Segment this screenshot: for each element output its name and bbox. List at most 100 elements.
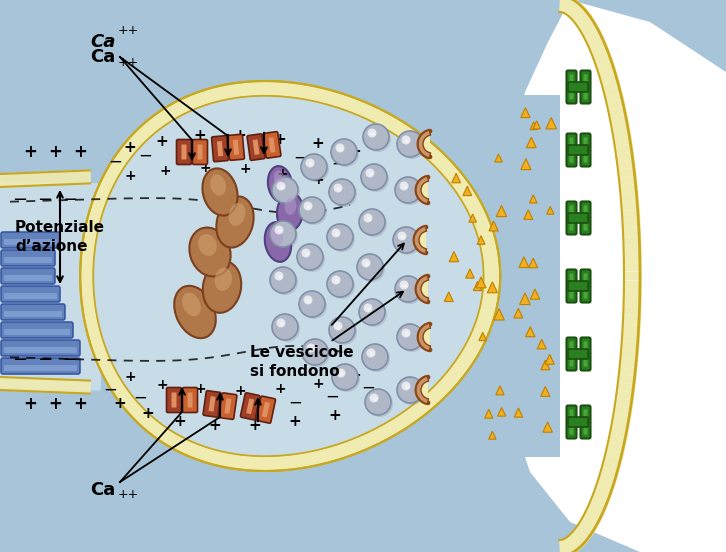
Circle shape: [329, 273, 355, 299]
Text: −: −: [288, 394, 302, 412]
Text: +: +: [248, 418, 261, 433]
Text: +: +: [276, 167, 287, 181]
Polygon shape: [526, 327, 535, 337]
Polygon shape: [479, 332, 486, 341]
Circle shape: [365, 389, 391, 415]
Circle shape: [367, 391, 393, 417]
FancyBboxPatch shape: [569, 137, 574, 162]
FancyBboxPatch shape: [584, 342, 587, 367]
Polygon shape: [541, 386, 550, 396]
Circle shape: [332, 364, 358, 390]
Circle shape: [333, 183, 343, 193]
Circle shape: [274, 226, 283, 235]
Circle shape: [306, 158, 314, 167]
Polygon shape: [616, 390, 635, 401]
Text: +: +: [194, 382, 205, 396]
Circle shape: [367, 348, 375, 358]
Text: +: +: [329, 408, 341, 423]
Polygon shape: [576, 15, 594, 29]
Circle shape: [277, 182, 285, 190]
Circle shape: [333, 141, 359, 167]
Polygon shape: [497, 205, 507, 216]
Polygon shape: [569, 533, 584, 549]
Circle shape: [359, 256, 385, 282]
Circle shape: [397, 278, 423, 304]
Polygon shape: [560, 0, 568, 13]
Polygon shape: [485, 410, 493, 418]
Circle shape: [401, 381, 410, 390]
FancyBboxPatch shape: [1, 250, 55, 266]
FancyBboxPatch shape: [208, 396, 216, 412]
Text: +: +: [199, 161, 211, 175]
Circle shape: [327, 271, 353, 297]
Polygon shape: [571, 6, 587, 21]
Text: +: +: [142, 406, 155, 422]
Text: −: −: [361, 379, 375, 397]
Polygon shape: [545, 354, 555, 364]
FancyBboxPatch shape: [203, 391, 221, 417]
Text: +: +: [174, 415, 187, 429]
Polygon shape: [574, 527, 592, 540]
Circle shape: [371, 132, 375, 136]
Polygon shape: [596, 61, 615, 72]
Circle shape: [335, 232, 339, 236]
Ellipse shape: [277, 193, 303, 231]
Text: −: −: [168, 395, 182, 413]
Text: +: +: [234, 384, 246, 398]
Polygon shape: [529, 258, 538, 268]
Polygon shape: [533, 121, 540, 129]
FancyBboxPatch shape: [4, 311, 62, 317]
Polygon shape: [621, 201, 640, 211]
Polygon shape: [609, 428, 629, 439]
Circle shape: [278, 229, 282, 233]
Text: +: +: [194, 129, 206, 144]
Text: −: −: [325, 388, 339, 406]
Polygon shape: [623, 236, 642, 246]
Circle shape: [399, 326, 425, 352]
Polygon shape: [587, 35, 605, 47]
Text: −: −: [175, 143, 189, 161]
Circle shape: [361, 164, 387, 190]
Circle shape: [399, 182, 409, 190]
Polygon shape: [605, 449, 624, 460]
Circle shape: [270, 267, 296, 293]
Wedge shape: [416, 176, 428, 204]
Text: +: +: [156, 378, 168, 392]
Polygon shape: [469, 214, 476, 222]
Text: +: +: [73, 395, 87, 413]
Polygon shape: [566, 536, 579, 552]
Circle shape: [401, 328, 410, 337]
FancyBboxPatch shape: [176, 140, 192, 164]
Polygon shape: [560, 539, 568, 552]
Polygon shape: [590, 496, 609, 507]
Polygon shape: [587, 505, 605, 517]
Text: −: −: [62, 191, 78, 209]
Polygon shape: [417, 276, 428, 302]
FancyBboxPatch shape: [197, 145, 203, 160]
FancyBboxPatch shape: [1, 340, 80, 356]
Circle shape: [357, 254, 383, 280]
Circle shape: [367, 217, 371, 221]
Circle shape: [397, 131, 423, 157]
Text: −: −: [38, 351, 52, 369]
Polygon shape: [489, 221, 498, 231]
Polygon shape: [621, 332, 640, 342]
Polygon shape: [609, 113, 629, 124]
Text: +: +: [159, 164, 171, 178]
Polygon shape: [618, 374, 637, 384]
Circle shape: [272, 223, 298, 249]
FancyBboxPatch shape: [4, 239, 57, 245]
FancyBboxPatch shape: [581, 337, 590, 370]
Text: −: −: [208, 397, 222, 415]
Circle shape: [332, 229, 340, 237]
FancyBboxPatch shape: [4, 257, 52, 263]
FancyBboxPatch shape: [584, 75, 587, 99]
Text: −: −: [248, 397, 262, 415]
Text: +: +: [234, 129, 246, 144]
Circle shape: [401, 235, 405, 239]
Circle shape: [280, 185, 284, 189]
Polygon shape: [496, 386, 504, 395]
FancyBboxPatch shape: [568, 281, 588, 291]
Circle shape: [364, 304, 372, 312]
Polygon shape: [571, 531, 587, 546]
